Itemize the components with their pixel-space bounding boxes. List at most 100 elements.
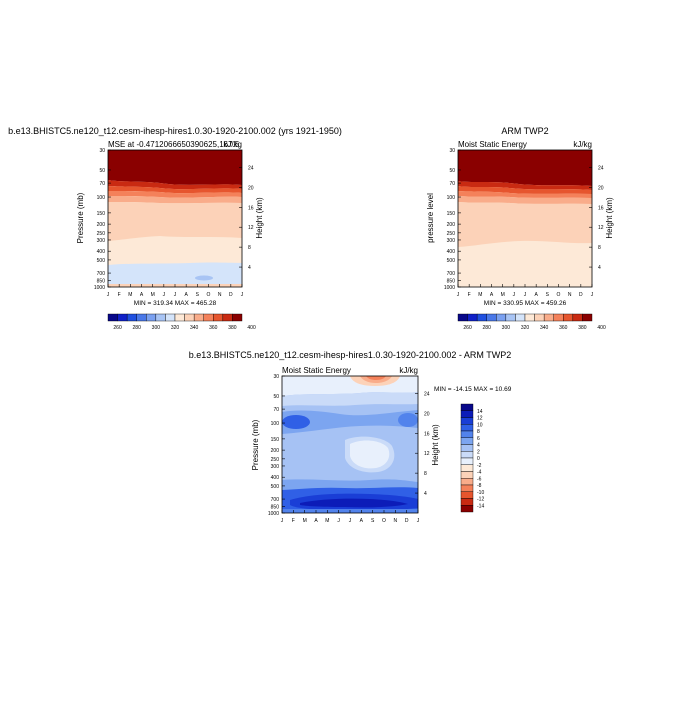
colorbar-swatch (460, 444, 474, 452)
x-tick-label: J (513, 292, 516, 298)
panel-model-units: kJ/kg (223, 140, 242, 149)
y-tick-label: 150 (97, 211, 106, 217)
y-tick-label-right: 4 (248, 265, 251, 271)
colorbar-label: 12 (477, 416, 483, 422)
colorbar-label: 340 (540, 325, 549, 331)
field-band (458, 191, 592, 198)
y-tick-label: 70 (273, 407, 279, 413)
panel-diff-stats: MIN = -14.15 MAX = 10.69 (434, 386, 512, 393)
y-tick-label: 400 (447, 249, 456, 255)
colorbar-swatch (460, 498, 474, 506)
y-tick-label-right: 16 (598, 205, 604, 211)
y-tick-label: 100 (97, 195, 106, 201)
y-tick-label-right: 20 (424, 411, 430, 417)
colorbar-label: -8 (477, 483, 482, 489)
panel-obs: ARM TWP2 Moist Static Energy kJ/kg 30 50 7… (426, 126, 614, 331)
colorbar-label: -2 (477, 463, 482, 469)
y-tick-label: 50 (273, 394, 279, 400)
y-tick-label-right: 24 (248, 165, 254, 171)
colorbar-label: 2 (477, 449, 480, 455)
panel-obs-field (458, 150, 592, 287)
field-cell (398, 413, 418, 427)
panel-obs-colorbar: 260 280 300 320 340 360 380 400 (457, 313, 606, 331)
colorbar-swatch (460, 424, 474, 432)
colorbar-label: 14 (477, 409, 483, 415)
colorbar-swatch (203, 313, 214, 322)
colorbar-swatch (107, 313, 118, 322)
panel-obs-ylabel: pressure level (426, 193, 435, 243)
y-tick-label: 1000 (268, 511, 279, 517)
field-band (108, 202, 242, 241)
panel-model-field (108, 150, 242, 287)
y-tick-label: 1000 (444, 285, 455, 291)
y-tick-label-right: 8 (424, 471, 427, 477)
field-band (108, 191, 242, 198)
y-tick-label-right: 12 (248, 225, 254, 231)
colorbar-swatch (460, 437, 474, 445)
panel-obs-stats: MIN = 330.95 MAX = 459.26 (484, 300, 567, 307)
colorbar-label: 360 (559, 325, 568, 331)
colorbar-swatch (572, 313, 583, 322)
colorbar-swatch (460, 451, 474, 459)
y-tick-label: 70 (99, 181, 105, 187)
x-tick-label: J (107, 292, 110, 298)
x-tick-label: F (292, 518, 295, 524)
panel-diff-units: kJ/kg (399, 366, 418, 375)
colorbar-label: 380 (578, 325, 587, 331)
colorbar-swatch (117, 313, 128, 322)
colorbar-swatch (460, 505, 474, 513)
y-tick-label: 100 (271, 421, 280, 427)
field-band (458, 202, 592, 247)
y-tick-label: 300 (447, 238, 456, 244)
panel-model-y-ticks-right: 24 20 16 12 8 4 (239, 165, 254, 271)
colorbar-label: -10 (477, 490, 484, 496)
y-tick-label: 850 (271, 505, 280, 511)
field-cell (282, 415, 310, 429)
y-tick-label: 200 (271, 448, 280, 454)
field-band (458, 150, 592, 186)
x-tick-label: M (478, 292, 482, 298)
y-tick-label-right: 20 (248, 185, 254, 191)
y-tick-label: 30 (273, 374, 279, 380)
colorbar-swatch (563, 313, 574, 322)
panel-model-colorbar: 260 280 300 320 340 360 380 400 (107, 313, 256, 331)
y-tick-label-right: 8 (598, 245, 601, 251)
y-tick-label: 700 (447, 271, 456, 277)
panel-model: b.e13.BHISTC5.ne120_t12.cesm-ihesp-hires… (8, 126, 342, 331)
y-tick-label: 150 (271, 437, 280, 443)
panel-diff-field (282, 376, 418, 513)
panel-diff-ylabel: Pressure (mb) (251, 419, 260, 470)
field-band (108, 186, 242, 194)
y-tick-label-right: 12 (598, 225, 604, 231)
y-tick-label: 500 (271, 484, 280, 490)
x-tick-label: F (118, 292, 121, 298)
colorbar-swatch (460, 430, 474, 438)
colorbar-swatch (496, 313, 507, 322)
y-tick-label: 30 (449, 148, 455, 154)
field-cell (366, 376, 386, 380)
y-tick-label: 100 (447, 195, 456, 201)
colorbar-swatch (232, 313, 243, 322)
x-tick-label: J (591, 292, 594, 298)
y-tick-label: 50 (99, 168, 105, 174)
colorbar-swatch (505, 313, 516, 322)
x-tick-label: J (241, 292, 244, 298)
y-tick-label-right: 4 (598, 265, 601, 271)
colorbar-label: 8 (477, 429, 480, 435)
y-tick-label: 30 (99, 148, 105, 154)
x-tick-label: S (371, 518, 375, 524)
colorbar-swatch (476, 313, 487, 322)
colorbar-swatch (146, 313, 157, 322)
x-tick-label: A (490, 292, 494, 298)
field-band (458, 186, 592, 194)
y-tick-label: 200 (447, 222, 456, 228)
colorbar-swatch (524, 313, 535, 322)
x-tick-label: A (534, 292, 538, 298)
y-tick-label: 250 (447, 231, 456, 237)
colorbar-swatch (155, 313, 166, 322)
colorbar-swatch (460, 471, 474, 479)
colorbar-label: 320 (521, 325, 530, 331)
